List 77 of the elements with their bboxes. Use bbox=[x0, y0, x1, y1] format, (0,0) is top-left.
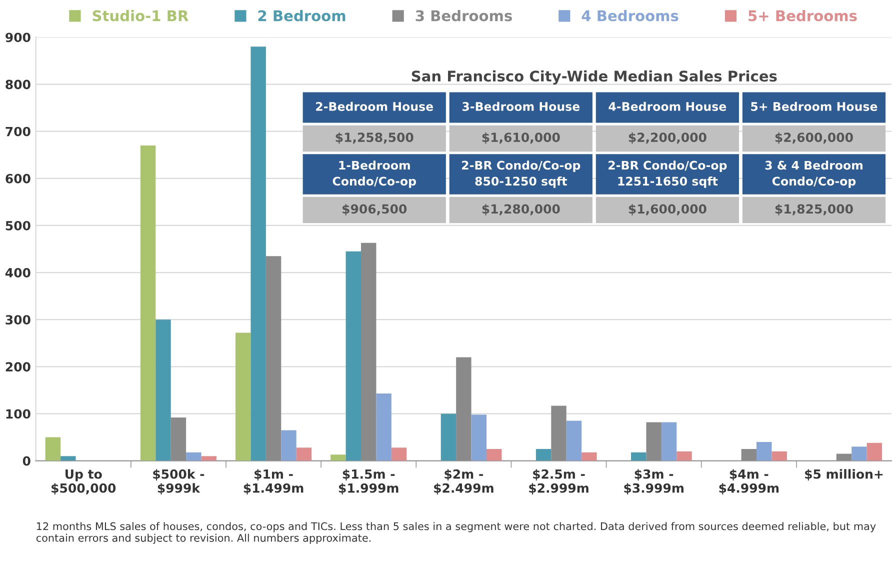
bar bbox=[456, 357, 472, 461]
annotation: 2-Bedroom House bbox=[316, 102, 434, 111]
legend-label: 4 Bedrooms bbox=[582, 10, 678, 22]
annotation: 3-Bedroom House bbox=[462, 102, 580, 111]
bar bbox=[156, 320, 171, 461]
bar bbox=[551, 406, 566, 461]
bar bbox=[346, 251, 361, 461]
x-tick-label: Up to $500,000 bbox=[52, 470, 116, 494]
y-tick-label: 300 bbox=[6, 315, 30, 325]
y-tick-label: 700 bbox=[6, 126, 30, 136]
bar bbox=[486, 449, 502, 461]
x-tick-label: $2.5m - $2.999m bbox=[529, 469, 588, 494]
bar bbox=[566, 420, 582, 461]
bar bbox=[836, 454, 852, 461]
y-tick-label: 400 bbox=[5, 268, 30, 278]
y-tick-label: 900 bbox=[6, 32, 30, 42]
bar bbox=[296, 448, 312, 461]
annotation: San Francisco City-Wide Median Sales Prices bbox=[412, 70, 777, 85]
y-tick-label: 600 bbox=[6, 174, 30, 184]
bar bbox=[391, 448, 407, 461]
x-tick-label: $1.5m - $1.999m bbox=[338, 469, 398, 494]
bar bbox=[582, 452, 597, 461]
bar bbox=[250, 46, 266, 461]
x-tick-label: $3m - $3.999m bbox=[624, 469, 684, 494]
annotation: $2,600,000 bbox=[775, 132, 853, 144]
x-tick-label: $1m - $1.499m bbox=[244, 469, 304, 494]
bar bbox=[236, 332, 251, 461]
bar bbox=[45, 437, 61, 461]
bar bbox=[60, 456, 76, 461]
bar bbox=[631, 452, 646, 461]
annotation: 2-BR Condo/Co-op 850-1250 sqft bbox=[462, 160, 580, 188]
y-tick-label: 200 bbox=[6, 362, 30, 372]
bar bbox=[661, 422, 677, 461]
legend-label: 3 Bedrooms bbox=[416, 10, 512, 22]
annotation: 5+ Bedroom House bbox=[751, 102, 878, 111]
y-tick-label: 800 bbox=[6, 80, 30, 90]
bar bbox=[772, 451, 787, 461]
y-tick-label: 0 bbox=[22, 456, 30, 466]
annotation: 2-BR Condo/Co-op 1251-1650 sqft bbox=[608, 160, 727, 188]
x-tick-label: $5 million+ bbox=[805, 469, 883, 480]
annotation: 4-Bedroom House bbox=[608, 102, 726, 111]
bar bbox=[266, 256, 282, 461]
x-tick-label: $2m - $2.499m bbox=[434, 469, 494, 494]
bar bbox=[186, 452, 202, 461]
legend-label: 2 Bedroom bbox=[258, 10, 346, 22]
bar bbox=[170, 417, 186, 461]
annotation: $1,610,000 bbox=[482, 132, 560, 144]
text: 12 months MLS sales of houses, condos, co-ops and TICs. Less than 5 sales in a segment were not charted. Data derived from sources deemed reliable, but may contain errors and subject to revision. All numbers approximate. bbox=[36, 522, 876, 544]
legend-label: 5+ Bedrooms bbox=[748, 10, 857, 22]
bar bbox=[676, 451, 692, 461]
annotation: $1,258,500 bbox=[336, 132, 414, 144]
y-tick-label: 100 bbox=[6, 409, 30, 419]
annotation: 1-Bedroom Condo/Co-op bbox=[332, 160, 416, 188]
bar bbox=[201, 456, 216, 461]
bar bbox=[741, 449, 757, 461]
bar bbox=[756, 442, 772, 461]
legend-label: Studio-1 BR bbox=[92, 10, 188, 22]
x-tick-label: $4m - $4.999m bbox=[719, 469, 779, 494]
annotation: 3 & 4 Bedroom Condo/Co-op bbox=[765, 160, 862, 188]
annotation: $1,600,000 bbox=[628, 204, 706, 216]
annotation: $906,500 bbox=[342, 204, 407, 216]
y-tick-label: 500 bbox=[6, 220, 30, 230]
bar bbox=[376, 393, 392, 461]
annotation: $1,825,000 bbox=[775, 204, 853, 216]
bar bbox=[866, 442, 882, 461]
annotation: $1,280,000 bbox=[482, 204, 560, 216]
x-tick-label: $500k - $999k bbox=[153, 469, 204, 494]
bar bbox=[361, 242, 376, 461]
bar bbox=[646, 422, 662, 461]
bar bbox=[440, 414, 456, 461]
bar bbox=[471, 414, 486, 461]
bar bbox=[140, 145, 156, 461]
bar bbox=[536, 449, 552, 461]
bar bbox=[330, 454, 346, 461]
annotation: $2,200,000 bbox=[628, 132, 706, 144]
bar bbox=[852, 446, 867, 461]
bar bbox=[281, 430, 296, 461]
